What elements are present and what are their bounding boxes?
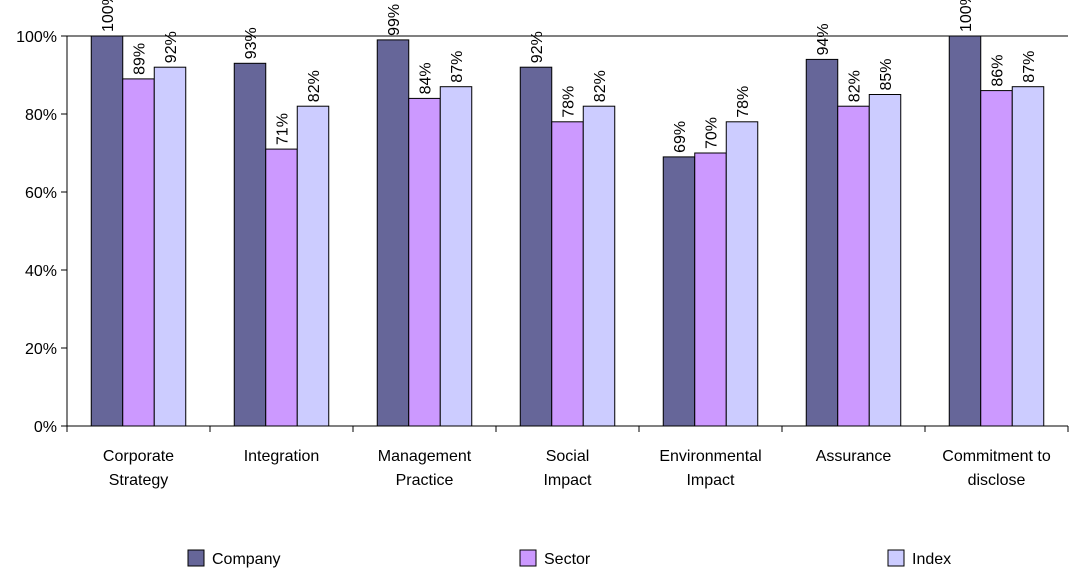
bar-sector xyxy=(122,78,155,427)
data-label: 92% xyxy=(529,31,546,63)
x-category-label: Environmental Impact xyxy=(659,448,761,489)
bar-sector xyxy=(551,121,584,427)
data-label: 86% xyxy=(990,55,1007,87)
bar-company xyxy=(90,35,124,427)
data-label: 85% xyxy=(878,58,895,90)
bar-index xyxy=(1011,86,1045,427)
data-label: 82% xyxy=(847,70,864,102)
data-label: 70% xyxy=(704,117,721,149)
x-category-label: Commitment to disclose xyxy=(942,448,1051,489)
y-tick-label: 100% xyxy=(16,29,57,46)
bar-index xyxy=(153,66,187,427)
data-label: 71% xyxy=(275,113,292,145)
data-label: 100% xyxy=(100,0,117,32)
bar-company xyxy=(948,35,982,427)
legend-label-company: Company xyxy=(212,551,280,568)
legend-swatch-sector xyxy=(519,549,537,567)
data-label: 82% xyxy=(592,70,609,102)
bar-index xyxy=(725,121,759,427)
x-category-label: Assurance xyxy=(816,448,892,465)
y-tick-label: 80% xyxy=(25,107,57,124)
y-tick-label: 40% xyxy=(25,263,57,280)
legend-label-sector: Sector xyxy=(544,551,591,568)
y-tick-label: 60% xyxy=(25,185,57,202)
bar-sector xyxy=(408,97,441,427)
bar-index xyxy=(296,105,330,427)
data-label: 100% xyxy=(958,0,975,32)
y-tick-label: 20% xyxy=(25,341,57,358)
data-label: 78% xyxy=(561,86,578,118)
bar-index xyxy=(582,105,616,427)
y-tick-label: 0% xyxy=(34,419,57,436)
x-category-label: Social Impact xyxy=(543,448,592,489)
bar-sector xyxy=(837,105,870,427)
data-label: 78% xyxy=(735,86,752,118)
data-label: 94% xyxy=(815,23,832,55)
legend-label-index: Index xyxy=(912,551,951,568)
data-label: 99% xyxy=(386,4,403,36)
x-category-label: Integration xyxy=(244,448,320,465)
x-category-label: Management Practice xyxy=(378,448,472,489)
data-label: 84% xyxy=(418,62,435,94)
bar-company xyxy=(233,62,267,427)
x-category-label: Corporate Strategy xyxy=(103,448,174,489)
legend-swatch-index xyxy=(887,549,905,567)
bar-sector xyxy=(265,148,298,427)
data-label: 87% xyxy=(1021,51,1038,83)
legend-swatch-company xyxy=(187,549,205,567)
chart-data-labels: 100% 89% 92% 93% 71% 82% 99% 84% 87% 92% 78% 82% 69%… xyxy=(100,0,1038,153)
bar-sector xyxy=(694,152,727,427)
chart-bars xyxy=(90,35,1045,427)
data-label: 69% xyxy=(672,121,689,153)
bar-company xyxy=(805,58,839,427)
bar-company xyxy=(376,39,410,427)
data-label: 92% xyxy=(163,31,180,63)
chart-category-labels: Corporate Strategy Integration Management Pr… xyxy=(103,448,1051,489)
data-label: 82% xyxy=(306,70,323,102)
chart-legend: Company Sector Index xyxy=(187,549,951,568)
bar-company xyxy=(519,66,553,427)
data-label: 93% xyxy=(243,27,260,59)
bar-index xyxy=(868,94,902,427)
data-label: 89% xyxy=(132,43,149,75)
bar-index xyxy=(439,86,473,427)
bar-company xyxy=(662,156,696,427)
data-label: 87% xyxy=(449,51,466,83)
bar-sector xyxy=(980,90,1013,427)
